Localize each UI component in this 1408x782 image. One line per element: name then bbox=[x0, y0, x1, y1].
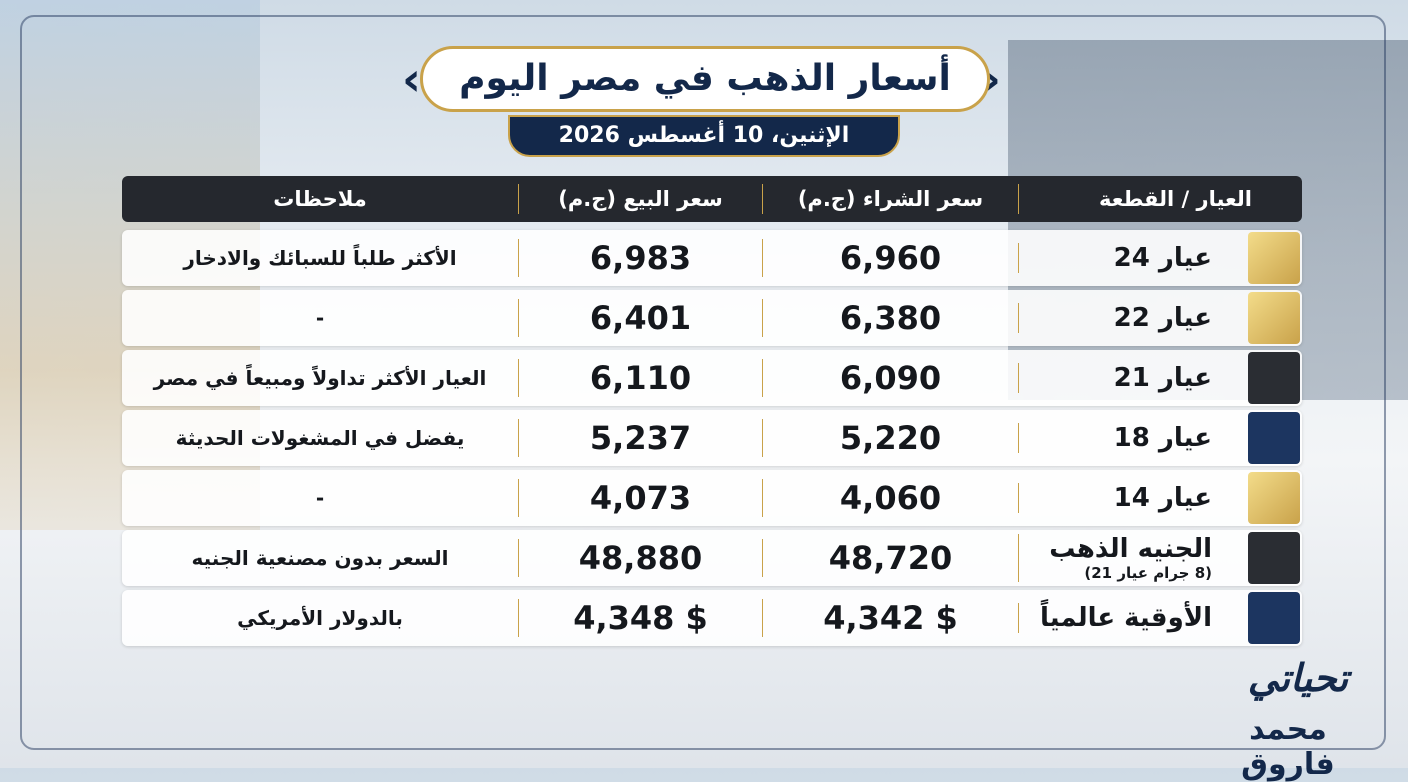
header-cell: ملاحظات bbox=[273, 187, 367, 211]
table-row: الأوقية عالمياً $ 4,342 $ 4,348 بالدولار ال… bbox=[122, 590, 1302, 646]
header-cell: العيار / القطعة bbox=[1018, 184, 1302, 214]
frame bbox=[20, 15, 1386, 750]
sell-price: 6,983 bbox=[518, 239, 762, 277]
item-name: عيار 24 bbox=[1113, 243, 1212, 273]
item-name: الأوقية عالمياً bbox=[1040, 603, 1212, 633]
row-icon bbox=[1248, 412, 1300, 464]
note: الأكثر طلباً للسبائك والادخار bbox=[183, 246, 457, 270]
item-cell: عيار 14 bbox=[1018, 483, 1246, 513]
item-cell: عيار 21 bbox=[1018, 363, 1246, 393]
row-icon bbox=[1248, 472, 1300, 524]
signature-name: محمد فاروق bbox=[1241, 712, 1335, 782]
sell-price: 48,880 bbox=[518, 539, 762, 577]
buy-price: 6,090 bbox=[762, 359, 1018, 397]
buy-price: 48,720 bbox=[762, 539, 1018, 577]
buy-price: $ 4,342 bbox=[762, 599, 1018, 637]
row-icon bbox=[1248, 352, 1300, 404]
row-icon bbox=[1248, 292, 1300, 344]
note: - bbox=[315, 306, 325, 330]
sell-price: 6,401 bbox=[518, 299, 762, 337]
note: السعر بدون مصنعية الجنيه bbox=[191, 546, 449, 570]
table-header: العيار / القطعة سعر الشراء (ج.م) سعر الب… bbox=[122, 176, 1302, 222]
table-row: عيار 14 4,060 4,073 - bbox=[122, 470, 1302, 526]
item-cell: الجنيه الذهب (8 جرام عيار 21) bbox=[1018, 534, 1246, 582]
header-cell: سعر الشراء (ج.م) bbox=[762, 184, 1018, 214]
buy-price: 6,380 bbox=[762, 299, 1018, 337]
note: يفضل في المشغولات الحديثة bbox=[175, 426, 465, 450]
item-name: عيار 22 bbox=[1113, 303, 1212, 333]
item-cell: عيار 22 bbox=[1018, 303, 1246, 333]
sell-price: 6,110 bbox=[518, 359, 762, 397]
row-icon bbox=[1248, 592, 1300, 644]
item-name: عيار 18 bbox=[1113, 423, 1212, 453]
title: أسعار الذهب في مصر اليوم bbox=[420, 46, 990, 112]
item-name: الجنيه الذهب bbox=[1049, 534, 1212, 564]
buy-price: 4,060 bbox=[762, 479, 1018, 517]
buy-price: 5,220 bbox=[762, 419, 1018, 457]
item-cell: عيار 18 bbox=[1018, 423, 1246, 453]
table-row: عيار 24 6,960 6,983 الأكثر طلباً للسبائك وا… bbox=[122, 230, 1302, 286]
sell-price: 4,073 bbox=[518, 479, 762, 517]
signature-greeting: تحياتي bbox=[1247, 655, 1349, 700]
item-sub: (8 جرام عيار 21) bbox=[1084, 564, 1212, 582]
table-row: عيار 18 5,220 5,237 يفضل في المشغولات الحدي… bbox=[122, 410, 1302, 466]
note: - bbox=[315, 486, 325, 510]
sell-price: $ 4,348 bbox=[518, 599, 762, 637]
table-row: عيار 21 6,090 6,110 العيار الأكثر تداولاً و… bbox=[122, 350, 1302, 406]
item-cell: الأوقية عالمياً bbox=[1018, 603, 1246, 633]
item-name: عيار 21 bbox=[1113, 363, 1212, 393]
table-row: الجنيه الذهب (8 جرام عيار 21) 48,720 48,880… bbox=[122, 530, 1302, 586]
item-name: عيار 14 bbox=[1113, 483, 1212, 513]
row-icon bbox=[1248, 232, 1300, 284]
title-arrow: ‹ bbox=[402, 52, 421, 106]
sell-price: 5,237 bbox=[518, 419, 762, 457]
item-cell: عيار 24 bbox=[1018, 243, 1246, 273]
table-row: عيار 22 6,380 6,401 - bbox=[122, 290, 1302, 346]
buy-price: 6,960 bbox=[762, 239, 1018, 277]
note: العيار الأكثر تداولاً ومبيعاً في مصر bbox=[153, 366, 487, 390]
note: بالدولار الأمريكي bbox=[237, 606, 403, 630]
date: الإثنين، 10 أغسطس 2026 bbox=[508, 115, 900, 157]
header-cell: سعر البيع (ج.م) bbox=[518, 184, 762, 214]
row-icon bbox=[1248, 532, 1300, 584]
